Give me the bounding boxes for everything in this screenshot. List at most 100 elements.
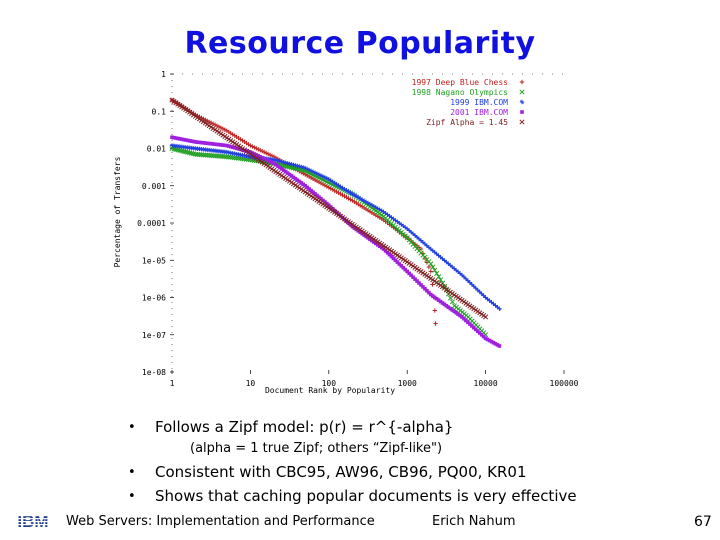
data-point — [297, 179, 302, 184]
data-point — [328, 205, 333, 209]
data-point — [274, 162, 278, 167]
data-point — [427, 290, 431, 295]
data-point — [197, 140, 202, 145]
plot-area — [168, 67, 568, 371]
data-point — [261, 149, 267, 155]
data-point-stroke — [236, 155, 242, 161]
data-point-stroke — [316, 175, 322, 181]
data-point — [485, 337, 490, 342]
data-point — [449, 299, 455, 305]
legend-label: 2001 IBM.COM — [450, 108, 508, 117]
data-point — [417, 281, 421, 285]
data-point-stroke — [285, 161, 290, 166]
data-point-stroke — [224, 154, 230, 160]
data-point — [293, 176, 298, 181]
data-point — [258, 154, 263, 159]
data-point — [399, 264, 404, 268]
data-point — [260, 148, 265, 154]
data-point-stroke — [432, 267, 438, 273]
data-point — [409, 273, 413, 278]
data-point — [209, 141, 213, 146]
data-point-stroke — [276, 158, 280, 163]
data-point-stroke — [185, 149, 191, 155]
data-point — [213, 142, 217, 146]
data-point — [487, 338, 492, 343]
data-point-stroke — [279, 159, 284, 164]
data-point — [397, 262, 402, 266]
data-point — [471, 325, 476, 330]
data-point — [491, 340, 496, 345]
data-point-stroke — [177, 147, 183, 153]
data-point-stroke — [291, 163, 296, 167]
data-point — [215, 142, 219, 147]
chart-axes: 1 0.1 0.01 0.001 0.0001 1e-05 1e-06 1e-07 1e-08 1… — [137, 70, 578, 388]
data-point — [348, 223, 353, 227]
data-point — [483, 314, 489, 320]
data-point — [178, 137, 182, 141]
data-point — [250, 144, 255, 149]
data-point — [191, 139, 196, 144]
data-point — [428, 261, 434, 267]
data-point-stroke — [283, 160, 288, 165]
data-point-stroke — [308, 171, 314, 177]
data-point-stroke — [519, 89, 525, 95]
data-point — [238, 147, 243, 152]
bullet-consistent: Consistent with CBC95, AW96, CB96, PQ00,… — [155, 463, 527, 481]
data-point — [354, 227, 359, 232]
data-point — [226, 144, 231, 148]
data-point — [448, 306, 453, 311]
data-point-stroke — [449, 299, 455, 305]
data-point-stroke — [301, 165, 306, 170]
data-point-stroke — [322, 178, 328, 184]
data-point — [419, 283, 423, 287]
data-point-stroke — [232, 155, 238, 161]
data-point-stroke — [234, 155, 240, 161]
data-point — [391, 256, 396, 261]
data-point — [228, 144, 233, 149]
data-point — [464, 318, 468, 323]
data-point — [285, 171, 290, 175]
data-point — [258, 148, 263, 153]
data-point — [205, 141, 210, 146]
data-point — [207, 141, 212, 146]
data-point — [452, 309, 456, 314]
data-point-stroke — [281, 160, 286, 165]
y-axis-label: Percentage of Transfers — [113, 156, 122, 267]
data-point — [415, 279, 419, 283]
data-point — [462, 316, 466, 321]
data-point — [332, 208, 337, 213]
x-axis-label: Document Rank by Popularity — [265, 386, 395, 395]
data-point — [315, 193, 319, 198]
data-point-stroke — [245, 156, 251, 163]
data-point — [238, 155, 244, 162]
data-point — [263, 150, 269, 156]
data-point — [432, 295, 437, 300]
data-point-stroke — [299, 165, 304, 169]
bullet-marker: • — [128, 465, 136, 480]
data-point — [276, 164, 280, 168]
data-point — [519, 119, 525, 125]
data-point — [224, 154, 230, 160]
x-tick-label: 1000 — [398, 379, 417, 388]
data-point — [444, 303, 449, 308]
data-point-stroke — [324, 179, 330, 185]
data-point — [272, 161, 276, 166]
data-point-stroke — [243, 156, 250, 162]
data-point — [497, 306, 502, 311]
data-point — [236, 155, 242, 161]
data-point — [174, 136, 178, 140]
data-point-stroke — [519, 119, 525, 125]
data-point — [240, 148, 245, 152]
data-point-stroke — [179, 148, 185, 154]
data-point — [219, 143, 223, 147]
data-point — [470, 324, 474, 328]
data-point — [241, 156, 248, 162]
data-point-stroke — [430, 264, 436, 270]
data-point — [270, 160, 274, 165]
data-point — [305, 185, 309, 190]
data-point — [433, 321, 438, 326]
data-point — [430, 294, 435, 298]
data-point — [430, 264, 436, 270]
data-point — [180, 137, 184, 142]
data-point — [460, 315, 464, 319]
